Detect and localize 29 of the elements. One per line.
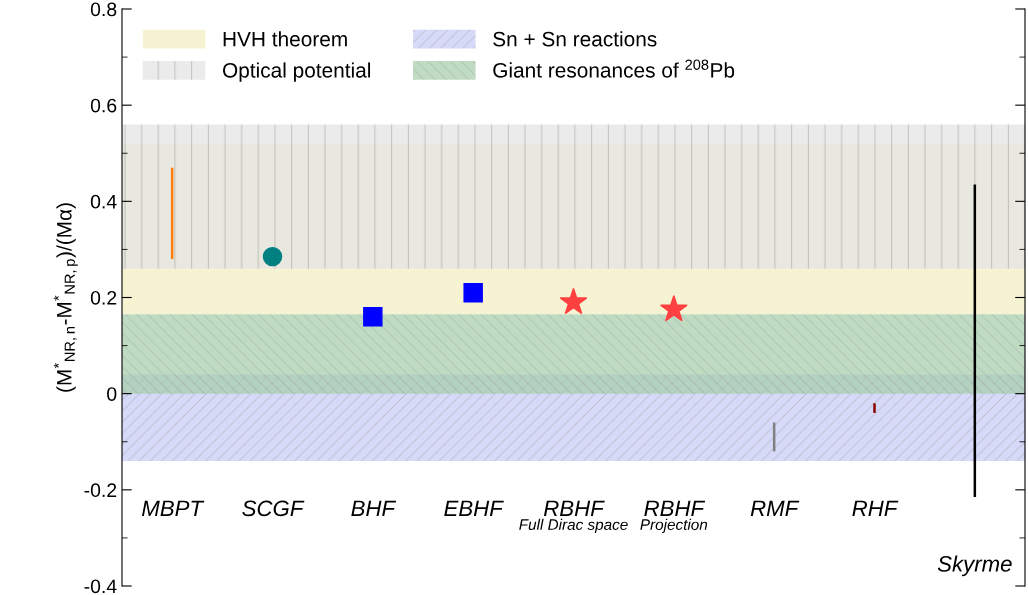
point <box>363 307 383 327</box>
point <box>559 287 588 315</box>
x-tick-label: RBHF <box>543 500 605 516</box>
legend-label: Sn + Sn reactions <box>493 31 657 47</box>
y-tick-label: 0.6 <box>90 98 117 113</box>
point <box>463 282 483 303</box>
x-tick-label: MBPT <box>141 500 205 516</box>
y-axis-title: (M$^{*}$$_{NR,n}$-M$^{*}$$_{NR,p}$)/(Mα) <box>53 203 78 392</box>
annotation: Full Dirac space <box>519 518 628 534</box>
point <box>659 294 688 322</box>
legend-label: Optical potential <box>222 62 370 82</box>
bar <box>873 403 876 413</box>
annotation: Projection <box>640 518 708 534</box>
x-tick-label: EBHF <box>444 500 504 516</box>
y-tick-label: -0.4 <box>84 579 117 594</box>
legend-label: HVH theorem <box>223 31 347 47</box>
y-tick-label: 0.8 <box>90 2 117 17</box>
x-tick-label: RMF <box>750 500 800 516</box>
x-tick-label: RHF <box>852 500 899 516</box>
point <box>262 246 283 267</box>
x-tick-label: BHF <box>351 500 397 516</box>
y-tick-label: 0 <box>107 387 117 401</box>
legend-label: Giant resonances of $^{208}$Pb <box>493 59 735 78</box>
x-tick-label: Skyrme <box>937 555 1012 577</box>
y-tick-label: 0.2 <box>90 290 117 305</box>
x-tick-label: RBHF <box>644 500 706 516</box>
y-tick-label: -0.2 <box>84 483 117 498</box>
x-tick-label: SCGF <box>242 500 305 517</box>
y-tick-label: 0.4 <box>90 194 117 209</box>
